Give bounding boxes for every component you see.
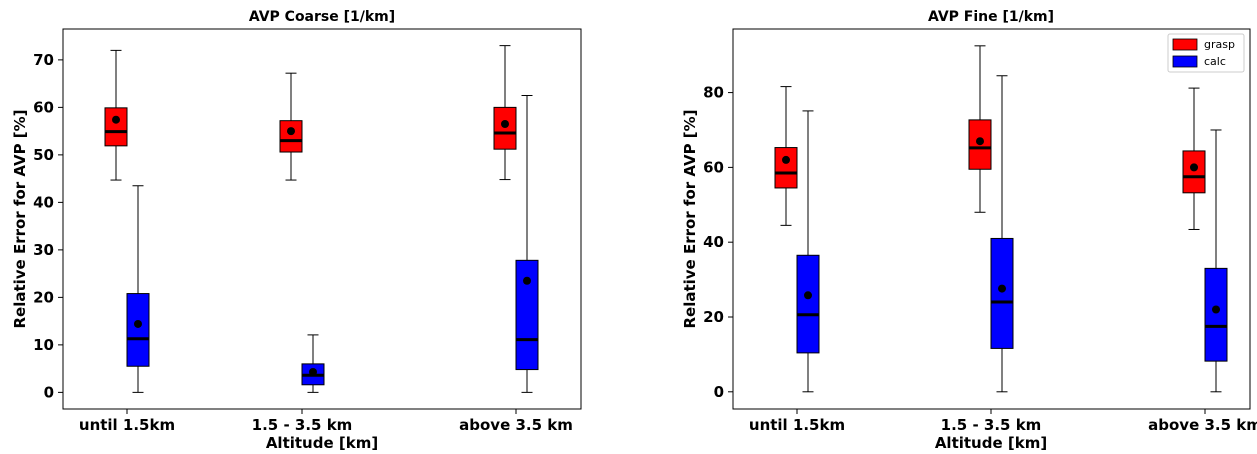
legend-swatch-calc [1172, 55, 1198, 68]
y-tick-label: 40 [703, 233, 724, 251]
y-axis-label: Relative Error for AVP [%] [681, 109, 699, 328]
y-tick-label: 10 [33, 336, 54, 354]
y-tick-label: 0 [44, 383, 54, 401]
x-tick-label: until 1.5km [749, 416, 845, 434]
x-tick-label: above 3.5 km [459, 416, 573, 434]
y-tick-label: 60 [703, 158, 724, 176]
calc-mean-point [804, 291, 812, 300]
y-tick-label: 20 [703, 308, 724, 326]
y-tick-label: 80 [703, 84, 724, 102]
x-axis-label: Altitude [km] [935, 434, 1047, 452]
grasp-box [1182, 150, 1206, 194]
calc-mean-point [1212, 305, 1220, 314]
calc-box [126, 293, 150, 367]
chart-title: AVP Coarse [1/km] [249, 9, 395, 25]
y-tick-label: 0 [714, 383, 724, 401]
y-tick-label: 50 [33, 146, 54, 164]
grasp-box [493, 106, 517, 150]
grasp-mean-point [287, 127, 295, 136]
calc-mean-point [523, 276, 531, 285]
legend-label-calc: calc [1204, 55, 1226, 68]
calc-mean-point [309, 367, 317, 376]
chart-title: AVP Fine [1/km] [928, 9, 1054, 25]
x-axis-label: Altitude [km] [266, 434, 378, 452]
calc-box [1204, 267, 1228, 362]
grasp-box [279, 120, 303, 153]
x-tick-label: 1.5 - 3.5 km [252, 416, 353, 434]
grasp-box [104, 107, 128, 147]
y-tick-label: 40 [33, 193, 54, 211]
legend-swatch-grasp [1172, 38, 1198, 51]
calc-box [990, 237, 1014, 349]
y-tick-label: 60 [33, 98, 54, 116]
legend-label-grasp: grasp [1204, 38, 1235, 51]
grasp-mean-point [501, 120, 509, 128]
y-tick-label: 20 [33, 288, 54, 306]
grasp-mean-point [782, 155, 790, 164]
plot-frame [62, 28, 582, 410]
chart-marks: 0 10 20 30 40 50 60 70 until 1.5km 1.5 - 3.5 km ab… [33, 45, 573, 434]
calc-mean-point [998, 284, 1006, 293]
panel-avp-fine: AVP Fine [1/km] Altitude [km] Relative E… [681, 9, 1257, 452]
chart-marks: 0 20 40 60 80 until 1.5km 1.5 - 3.5 km above 3.… [703, 45, 1257, 434]
calc-box [796, 254, 820, 354]
x-tick-label: 1.5 - 3.5 km [941, 416, 1042, 434]
x-tick-label: until 1.5km [79, 416, 175, 434]
grasp-mean-point [976, 137, 984, 146]
y-tick-label: 70 [33, 51, 54, 69]
y-tick-label: 30 [33, 241, 54, 259]
y-axis-label: Relative Error for AVP [%] [11, 109, 29, 328]
calc-mean-point [134, 319, 142, 328]
panel-avp-coarse: AVP Coarse [1/km] Altitude [km] Relative… [11, 9, 582, 452]
grasp-mean-point [1190, 163, 1198, 172]
x-tick-label: above 3.5 km [1148, 416, 1257, 434]
grasp-mean-point [112, 115, 120, 124]
calc-box [515, 259, 539, 371]
legend: grasp calc [1167, 33, 1245, 73]
grasp-box [774, 147, 798, 189]
